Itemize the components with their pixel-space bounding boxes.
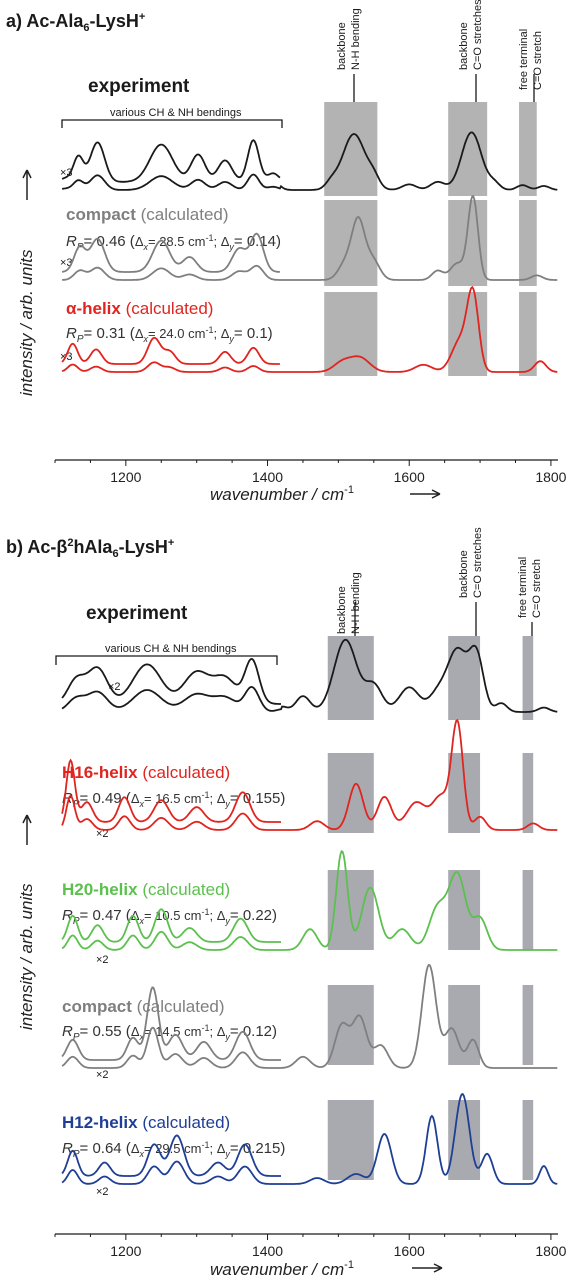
tick-label-1800: 1800 [535, 469, 566, 485]
band-region-0-0 [324, 102, 378, 196]
band-region-4-2 [522, 1100, 534, 1180]
panel-a-title: a) Ac-Ala6-LysH+ [6, 11, 145, 34]
y-axis-label-b: intensity / arb. units [17, 883, 36, 1030]
tick-label-1400: 1400 [252, 1243, 283, 1259]
series-line-h16-helix [61, 718, 558, 831]
series-line-h12-helix [61, 1093, 558, 1185]
band-label-co-b-line1: backbone [458, 550, 470, 598]
bracket-label-b: various CH & NH bendings [105, 643, 237, 655]
band-label-nh-b: backbone N-H bending [336, 572, 362, 636]
series-line-scaled-h20-helix [61, 908, 281, 943]
tick-label-1600: 1600 [394, 1243, 425, 1259]
band-label-co-b-line2: C=O stretches [472, 527, 484, 598]
band-region-0-1 [448, 102, 488, 196]
series-line-experiment [61, 131, 558, 191]
traces-a [61, 131, 558, 373]
band-label-free-b: free terminal C=O stretch [517, 557, 543, 636]
band-label-co-a: backbone C=O stretches [458, 0, 484, 102]
band-regions-a [324, 102, 537, 376]
series-line-scaled-compact [61, 986, 281, 1061]
band-label-free-b-line1: free terminal [517, 557, 529, 618]
h20-label-b: H20-helix (calculated) [62, 880, 230, 899]
band-region-1-2 [522, 753, 534, 833]
bracket-a [61, 119, 283, 128]
scale-label-a-1: ×3 [60, 167, 73, 179]
band-label-nh-a-line2: N-H bending [350, 8, 362, 70]
y-axis-label-a: intensity / arb. units [17, 249, 36, 396]
tick-label-1400: 1400 [252, 469, 283, 485]
band-region-3-1 [448, 985, 481, 1065]
series-line--helix [61, 285, 558, 373]
h12-label-b: H12-helix (calculated) [62, 1113, 230, 1132]
traces-b [61, 638, 558, 1185]
alpha-helix-metric-a: RP= 0.31 (Δx= 24.0 cm-1; Δy= 0.1) [66, 325, 273, 345]
band-label-nh-b-line1: backbone [336, 586, 348, 634]
series-line-h20-helix [61, 849, 558, 951]
scale-label-b-3: ×2 [96, 954, 109, 966]
tick-label-1800: 1800 [535, 1243, 566, 1259]
series-line-scaled-h12-helix [61, 1134, 281, 1177]
tick-label-1600: 1600 [394, 469, 425, 485]
band-label-free-a-line2: C=O stretch [532, 31, 544, 90]
band-region-2-2 [519, 292, 537, 376]
experiment-label-b: experiment [86, 603, 188, 624]
band-regions-b [327, 636, 534, 1180]
band-label-free-a-line1: free terminal [518, 29, 530, 90]
series-line-compact [61, 963, 558, 1069]
band-region-1-0 [324, 200, 378, 286]
bracket-b [55, 655, 278, 665]
experiment-label-a: experiment [88, 76, 190, 97]
series-line-compact [62, 195, 558, 281]
band-region-2-1 [448, 870, 481, 950]
h16-label-b: H16-helix (calculated) [62, 763, 230, 782]
panel-a: a) Ac-Ala6-LysH+ backbone N-H bending ba… [6, 0, 567, 504]
ticks-b: 1200 1400 1600 1800 [54, 1234, 567, 1259]
compact-metric-a: RP= 0.46 (Δx= 28.5 cm-1; Δy= 0.14) [66, 233, 281, 253]
band-region-2-2 [522, 870, 534, 950]
band-label-nh-b-line2: N-H bending [350, 572, 362, 634]
tick-label-1200: 1200 [110, 469, 141, 485]
y-axis-arrow-b [22, 814, 32, 845]
band-region-1-1 [448, 200, 488, 286]
series-line-scaled-compact [62, 232, 280, 273]
series-line-scaled-experiment [61, 657, 281, 705]
band-label-co-a-line2: C=O stretches [472, 0, 484, 70]
series-line-scaled-h16-helix [61, 758, 281, 823]
ticks-a: 1200 1400 1600 1800 [54, 460, 567, 485]
band-label-co-a-line1: backbone [458, 22, 470, 70]
series-line-experiment [61, 638, 558, 713]
band-region-0-1 [448, 636, 481, 720]
x-axis-label-a: wavenumber / cm-1 [210, 484, 354, 504]
scale-label-b-2: ×2 [96, 828, 109, 840]
band-label-co-b: backbone C=O stretches [458, 527, 484, 636]
panel-b-title: b) Ac-β2hAla6-LysH+ [6, 537, 174, 560]
panel-b: b) Ac-β2hAla6-LysH+ backbone N-H bending… [6, 527, 567, 1279]
scale-label-b-4: ×2 [96, 1069, 109, 1081]
band-label-nh-a-line1: backbone [336, 22, 348, 70]
band-region-4-0 [327, 1100, 374, 1180]
band-region-1-2 [519, 200, 537, 286]
band-region-3-2 [522, 985, 534, 1065]
compact-label-b: compact (calculated) [62, 997, 225, 1016]
series-line-scaled--helix [61, 336, 280, 365]
band-region-0-0 [327, 636, 374, 720]
x-axis-arrow-a [410, 489, 441, 499]
band-region-0-2 [522, 636, 534, 720]
bracket-label-a: various CH & NH bendings [110, 107, 242, 119]
compact-metric-b: RP= 0.55 (Δx= 14.5 cm-1; Δy= 0.12) [62, 1023, 277, 1043]
alpha-helix-label-a: α-helix (calculated) [66, 299, 213, 318]
y-axis-arrow-a [22, 169, 32, 200]
compact-label-a: compact (calculated) [66, 205, 229, 224]
x-axis-arrow-b [412, 1263, 443, 1273]
band-label-nh-a: backbone N-H bending [336, 8, 362, 102]
scale-label-b-5: ×2 [96, 1186, 109, 1198]
band-label-free-b-line2: C=O stretch [531, 559, 543, 618]
x-axis-label-b: wavenumber / cm-1 [210, 1259, 354, 1279]
band-label-free-a: free terminal C=O stretch [518, 29, 544, 102]
series-line-scaled-experiment [61, 139, 281, 183]
tick-label-1200: 1200 [110, 1243, 141, 1259]
band-region-0-2 [519, 102, 537, 196]
